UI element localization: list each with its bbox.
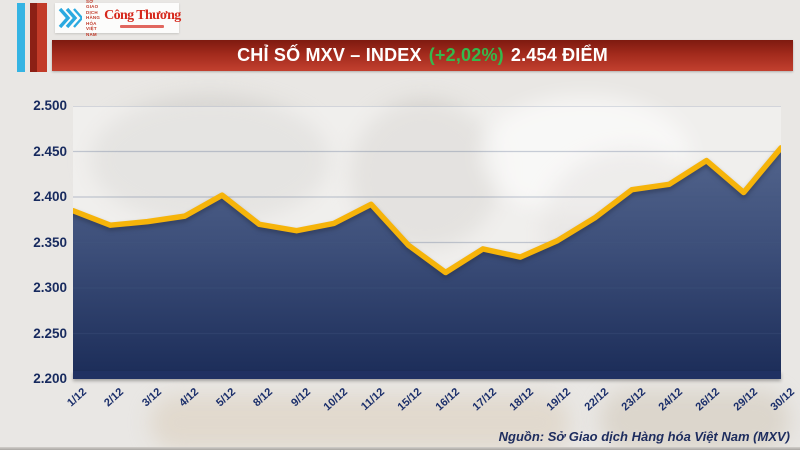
x-axis-label: 8/12 <box>251 386 276 410</box>
newspaper-logo: Công Thương <box>104 8 181 28</box>
x-axis-label: 2/12 <box>102 386 127 410</box>
x-axis-label: 19/12 <box>544 386 574 414</box>
chart-title: CHỈ SỐ MXV – INDEX <box>237 45 422 65</box>
x-axis-label: 9/12 <box>288 386 313 410</box>
y-axis-label: 2.500 <box>33 98 67 113</box>
x-axis-label: 18/12 <box>507 386 537 414</box>
x-axis-label: 5/12 <box>214 386 239 410</box>
x-axis-label: 22/12 <box>582 386 611 414</box>
x-axis-label: 30/12 <box>768 386 798 414</box>
y-axis-label: 2.450 <box>33 143 67 159</box>
x-axis-label: 1/12 <box>65 386 90 410</box>
x-axis-label: 4/12 <box>176 386 201 410</box>
x-axis-label: 10/12 <box>321 386 350 414</box>
x-axis-line <box>73 371 781 379</box>
mxv-index-area-chart <box>73 106 781 379</box>
y-axis-label: 2.400 <box>33 189 67 204</box>
x-axis-label: 16/12 <box>433 386 462 414</box>
y-axis-label: 2.300 <box>33 280 67 295</box>
y-axis-label: 2.200 <box>33 371 67 386</box>
header-stripe-maroon <box>30 3 37 72</box>
change-percent: (+2,02%) <box>428 45 504 65</box>
index-line-series <box>73 145 781 276</box>
y-axis-label: 2.250 <box>33 325 67 341</box>
logo-panel: SỞ GIAO DỊCH HÀNG HÓA VIỆT NAM Công Thươ… <box>55 0 181 37</box>
bottom-edge <box>0 447 800 450</box>
x-axis-label: 3/12 <box>139 386 164 410</box>
y-axis-label: 2.350 <box>33 234 67 250</box>
x-axis-label: 15/12 <box>395 386 425 414</box>
title-banner: CHỈ SỐ MXV – INDEX (+2,02%) 2.454 ĐIỂM <box>52 40 793 71</box>
mxv-logo-icon <box>58 7 84 29</box>
source-credit: Nguồn: Sở Giao dịch Hàng hóa Việt Nam (M… <box>498 429 790 444</box>
newspaper-subtitle-bar <box>120 25 165 28</box>
header-stripe-cyan <box>17 3 25 72</box>
x-axis-label: 29/12 <box>731 386 760 414</box>
newspaper-name: Công Thương <box>104 8 181 23</box>
x-axis-label: 17/12 <box>470 386 499 414</box>
x-axis-label: 23/12 <box>619 386 648 414</box>
x-axis-label: 26/12 <box>694 386 723 414</box>
x-axis-label: 11/12 <box>359 386 388 413</box>
header-stripe-red <box>37 3 47 72</box>
index-value: 2.454 ĐIỂM <box>510 45 608 65</box>
area-fill <box>73 147 781 379</box>
x-axis-label: 24/12 <box>656 386 686 414</box>
org-name: SỞ GIAO DỊCH HÀNG HÓA VIỆT NAM <box>86 0 101 37</box>
